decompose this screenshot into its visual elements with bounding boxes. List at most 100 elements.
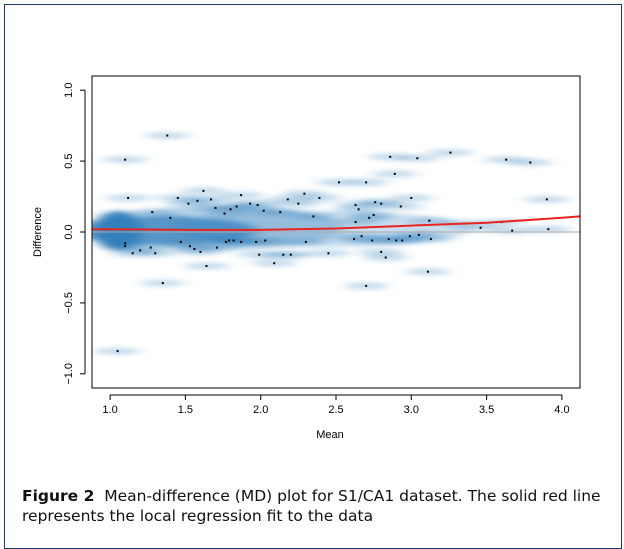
data-point (228, 239, 231, 242)
x-tick-label: 2.0 (253, 404, 268, 416)
data-point (429, 238, 432, 241)
data-point (297, 202, 300, 205)
points-layer (116, 134, 550, 353)
data-point (371, 239, 374, 242)
plot-box (91, 75, 581, 389)
data-point (372, 213, 375, 216)
data-point (428, 219, 431, 222)
x-tick-label: 1.5 (178, 404, 193, 416)
data-point (193, 248, 196, 251)
x-axis: 1.0 1.5 2.0 2.5 3.0 3.5 4.0 (102, 394, 570, 416)
data-point (199, 250, 202, 253)
figure-frame (4, 4, 622, 549)
data-point (149, 246, 152, 249)
data-point (229, 208, 232, 211)
data-point (232, 239, 235, 242)
data-point (202, 189, 205, 192)
x-tick-label: 3.5 (479, 404, 494, 416)
data-point (408, 235, 411, 238)
data-point (399, 205, 402, 208)
data-point (179, 240, 182, 243)
data-point (286, 198, 289, 201)
data-point (240, 240, 243, 243)
data-point (380, 202, 383, 205)
data-point (374, 201, 377, 204)
data-point (479, 226, 482, 229)
data-point (387, 238, 390, 241)
data-point (338, 181, 341, 184)
density-layer (92, 132, 571, 355)
x-tick-label: 1.0 (102, 404, 117, 416)
caption-text: Mean-difference (MD) plot for S1/CA1 dat… (22, 487, 601, 525)
data-point (169, 216, 172, 219)
data-point (124, 245, 127, 248)
data-point (505, 158, 508, 161)
loess-fit-line (92, 215, 581, 231)
data-point (529, 161, 532, 164)
data-point (353, 238, 356, 241)
data-point (124, 242, 127, 245)
data-point (205, 265, 208, 268)
data-point (249, 202, 252, 205)
md-plot: 1.0 1.5 2.0 2.5 3.0 3.5 4.0 −1.0 −0.5 0.0 0.5 1.0 … (32, 75, 581, 441)
data-point (273, 262, 276, 265)
data-point (214, 206, 217, 209)
data-point (416, 157, 419, 160)
data-point (176, 196, 179, 199)
x-axis-label: Mean (316, 429, 344, 441)
data-point (256, 204, 259, 207)
data-point (262, 209, 265, 212)
data-point (303, 192, 306, 195)
data-point (255, 240, 258, 243)
data-point (393, 172, 396, 175)
data-point (289, 253, 292, 256)
data-point (360, 235, 363, 238)
data-point (279, 211, 282, 214)
y-axis: −1.0 −0.5 0.0 0.5 1.0 (63, 83, 86, 385)
data-point (151, 211, 154, 214)
data-point (166, 134, 169, 137)
data-point (127, 196, 130, 199)
data-point (304, 240, 307, 243)
data-point (357, 208, 360, 211)
y-tick-label: −1.0 (63, 363, 75, 385)
data-point (240, 194, 243, 197)
data-point (209, 198, 212, 201)
data-point (417, 233, 420, 236)
data-point (258, 253, 261, 256)
data-point (449, 151, 452, 154)
data-point (188, 245, 191, 248)
data-point (131, 252, 134, 255)
data-point (365, 181, 368, 184)
x-tick-label: 3.0 (404, 404, 419, 416)
figure-caption: Figure 2 Mean-difference (MD) plot for S… (22, 486, 612, 526)
data-point (139, 249, 142, 252)
data-point (312, 215, 315, 218)
data-point (187, 202, 190, 205)
data-point (161, 282, 164, 285)
y-tick-label: −0.5 (63, 292, 75, 314)
data-point (225, 240, 228, 243)
y-tick-label: 0.5 (63, 153, 75, 168)
x-tick-label: 2.5 (328, 404, 343, 416)
data-point (235, 205, 238, 208)
data-point (124, 158, 127, 161)
y-tick-label: 0.0 (63, 224, 75, 239)
data-point (327, 252, 330, 255)
data-point (401, 239, 404, 242)
y-tick-label: 1.0 (63, 83, 75, 98)
x-tick-label: 4.0 (554, 404, 569, 416)
data-point (511, 229, 514, 232)
caption-label: Figure 2 (22, 487, 95, 505)
data-point (154, 252, 157, 255)
data-point (264, 239, 267, 242)
data-point (426, 270, 429, 273)
data-point (354, 221, 357, 224)
y-axis-label: Difference (32, 207, 44, 257)
data-point (545, 198, 548, 201)
data-point (354, 204, 357, 207)
data-point (318, 196, 321, 199)
data-point (216, 246, 219, 249)
data-point (389, 155, 392, 158)
data-point (380, 250, 383, 253)
